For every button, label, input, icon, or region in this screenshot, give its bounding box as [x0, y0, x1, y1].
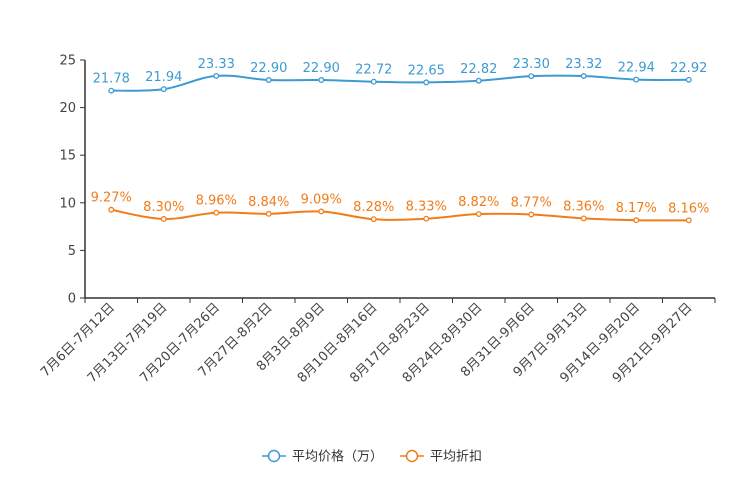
- data-point: [423, 215, 430, 222]
- data-point: [423, 79, 430, 86]
- data-label: 8.96%: [196, 194, 237, 209]
- y-tick-label: 0: [68, 292, 76, 307]
- data-point: [528, 73, 535, 80]
- data-point: [475, 211, 482, 217]
- data-point: [370, 216, 377, 223]
- data-label: 23.32: [565, 57, 602, 72]
- data-label: 8.84%: [248, 195, 289, 210]
- data-point: [265, 210, 272, 217]
- data-point: [580, 215, 587, 222]
- y-tick-label: 25: [59, 54, 76, 69]
- data-label: 8.17%: [616, 201, 657, 216]
- data-point: [580, 73, 587, 79]
- legend-marker-icon: [267, 449, 281, 463]
- data-label: 9.09%: [301, 192, 342, 207]
- legend-marker-icon: [405, 449, 419, 463]
- data-label: 8.77%: [511, 196, 552, 211]
- series-line: [111, 208, 689, 222]
- series-line: [111, 74, 689, 92]
- data-point: [633, 217, 640, 224]
- data-label: 21.78: [93, 72, 130, 87]
- data-point: [475, 77, 482, 84]
- data-label: 8.30%: [143, 200, 184, 215]
- data-point: [108, 206, 115, 213]
- data-label: 21.94: [145, 70, 182, 85]
- data-label: 9.27%: [91, 191, 132, 206]
- data-label: 23.30: [513, 57, 550, 72]
- y-tick-label: 10: [59, 196, 76, 211]
- data-label: 22.92: [670, 61, 707, 76]
- data-point: [370, 78, 377, 85]
- data-label: 8.82%: [458, 195, 499, 210]
- legend-label: 平均折扣: [430, 450, 482, 465]
- data-point: [160, 216, 167, 222]
- data-label: 22.65: [408, 63, 445, 78]
- data-point: [213, 209, 220, 216]
- data-point: [685, 76, 692, 83]
- data-point: [318, 77, 325, 83]
- data-point: [108, 87, 115, 94]
- data-label: 22.72: [355, 63, 392, 78]
- legend-item-0[interactable]: 平均价格（万）: [262, 449, 383, 465]
- data-label: 22.90: [303, 61, 340, 76]
- data-label: 8.33%: [406, 200, 447, 215]
- data-point: [160, 86, 167, 93]
- data-label: 22.90: [250, 61, 287, 76]
- data-point: [213, 72, 220, 79]
- data-point: [318, 208, 325, 215]
- series-1: 9.27% 8.30% 8.96% 8.84% 9.09% 8.28% 8.33% 8.82%…: [91, 191, 709, 224]
- data-label: 23.33: [198, 57, 235, 72]
- y-tick-label: 5: [68, 244, 76, 259]
- data-label: 8.36%: [563, 199, 604, 214]
- y-tick-label: 20: [59, 101, 76, 116]
- data-point: [685, 217, 692, 224]
- data-point: [265, 77, 272, 83]
- legend[interactable]: 平均价格（万） 平均折扣: [262, 449, 482, 465]
- legend-item-1[interactable]: 平均折扣: [400, 450, 482, 465]
- data-label: 22.82: [460, 62, 497, 77]
- series-layer: 21.78 21.94 23.33 22.90 22.90 22.72 22.65 22.82…: [91, 57, 709, 224]
- data-point: [633, 76, 640, 83]
- data-point: [528, 211, 535, 218]
- y-tick-label: 15: [59, 149, 76, 164]
- data-label: 8.16%: [668, 201, 709, 216]
- legend-label: 平均价格（万）: [292, 449, 383, 465]
- series-0: 21.78 21.94 23.33 22.90 22.90 22.72 22.65 22.82…: [93, 57, 707, 94]
- data-label: 22.94: [618, 61, 655, 76]
- data-label: 8.28%: [353, 200, 394, 215]
